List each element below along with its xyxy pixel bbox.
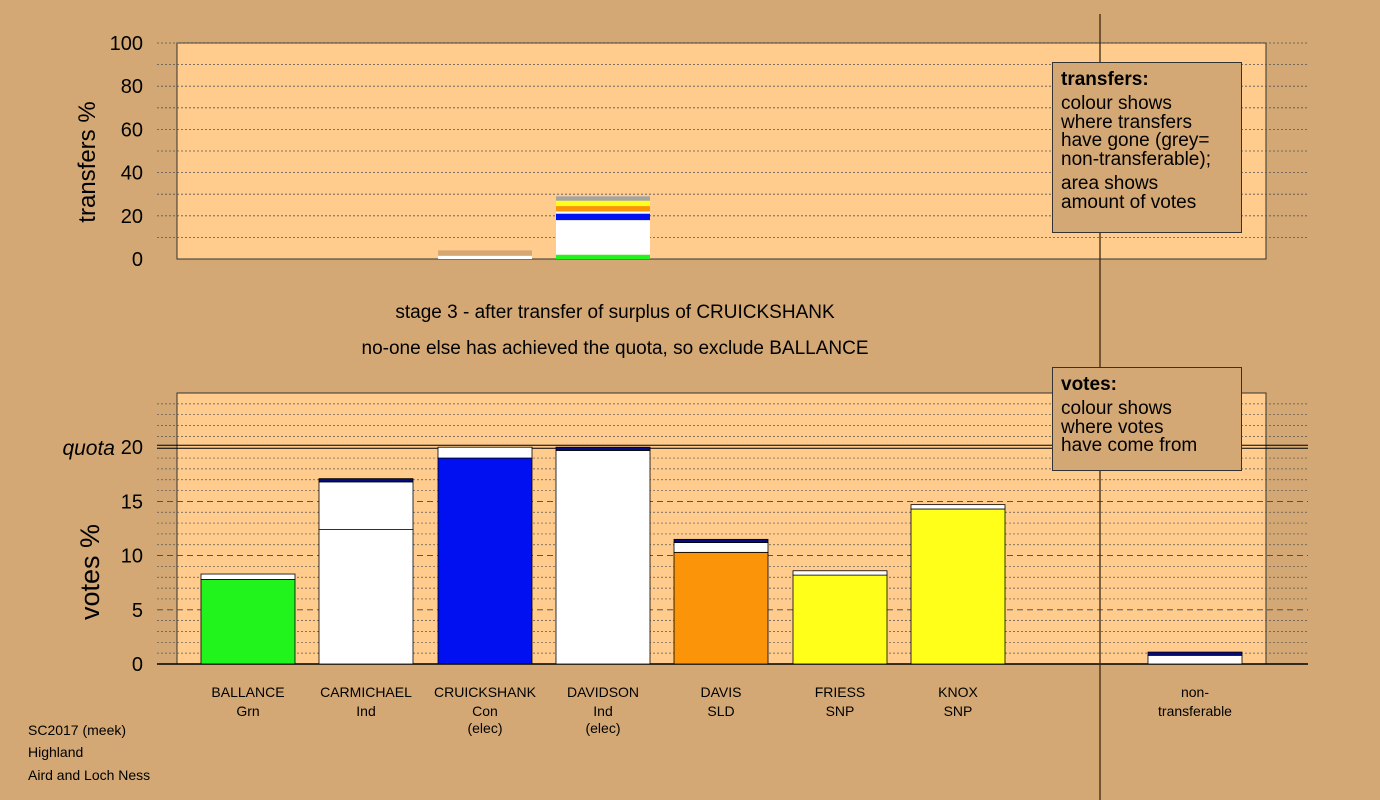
votes-y-tick-label: 5 (132, 600, 143, 622)
vote-bar-segment (200, 579, 296, 665)
votes-y-tick-label: 20 (121, 437, 143, 459)
vote-bar-segment (792, 574, 888, 665)
vote-bar-segment (318, 529, 414, 665)
candidate-name-label: CRUICKSHANK (434, 684, 537, 700)
transfers-y-tick-label: 60 (121, 119, 143, 141)
transfer-bar-segment (556, 213, 650, 221)
vote-bar-segment (200, 573, 296, 580)
transfers-legend-line: amount of votes (1061, 191, 1197, 213)
vote-bar-segment (910, 504, 1006, 510)
candidate-name-label: CARMICHAEL (320, 684, 412, 700)
vote-bar-segment (437, 457, 533, 665)
candidate-status-label: (elec) (585, 720, 620, 736)
footer-council: Highland (28, 744, 84, 760)
vote-bar-segment (673, 538, 769, 543)
votes-y-tick-label: 15 (121, 491, 143, 513)
stage-subtitle: no-one else has achieved the quota, so e… (362, 338, 869, 359)
candidate-name-label: BALLANCE (211, 684, 284, 700)
candidate-party-label: Ind (356, 703, 375, 719)
transfers-y-tick-label: 0 (132, 249, 143, 271)
transfers-legend-line: non-transferable); (1061, 148, 1211, 170)
vote-bar-segment (673, 542, 769, 553)
vote-bar-segment (437, 446, 533, 459)
vote-bar-segment (673, 551, 769, 665)
transfers-y-axis-label: transfers % (74, 101, 101, 222)
transfer-bar-segment (556, 196, 650, 201)
candidate-party-label: Con (472, 703, 498, 719)
transfer-bar-segment (556, 254, 650, 259)
transfers-legend-line: area shows (1061, 173, 1159, 194)
transfer-bar-segment (556, 220, 650, 255)
transfers-legend: transfers: colour shows where transfers … (1052, 62, 1242, 233)
votes-legend: votes: colour shows where votes have com… (1052, 367, 1242, 471)
nontransferable-bar-segment (1147, 654, 1243, 665)
transfer-bar-segment (556, 200, 650, 207)
candidate-name-label: KNOX (938, 684, 978, 700)
candidate-party-label: Grn (236, 703, 259, 719)
transfers-legend-line: colour shows (1061, 93, 1172, 114)
nontransferable-bar-segment (1147, 651, 1243, 656)
candidate-party-label: SNP (944, 703, 973, 719)
nontransferable-label: non- (1181, 684, 1209, 700)
vote-bar-segment (318, 481, 414, 530)
stage-title: stage 3 - after transfer of surplus of C… (395, 302, 835, 323)
candidate-party-label: Ind (593, 703, 612, 719)
transfers-y-tick-label: 80 (121, 76, 143, 98)
nontransferable-label: transferable (1158, 703, 1232, 719)
vote-bar-segment (555, 450, 651, 665)
votes-y-tick-label: 10 (121, 546, 143, 568)
votes-legend-line: where votes (1061, 416, 1164, 438)
candidate-party-label: SNP (826, 703, 855, 719)
footer-ward: Aird and Loch Ness (28, 767, 151, 783)
votes-y-axis-label: votes % (75, 524, 105, 620)
votes-y-tick-label: 0 (132, 654, 143, 676)
transfers-y-tick-label: 40 (121, 163, 143, 185)
transfers-y-tick-label: 100 (110, 33, 143, 55)
vote-bar-segment (792, 570, 888, 576)
transfers-legend-line: where transfers (1061, 111, 1192, 133)
candidate-name-label: DAVIDSON (567, 684, 639, 700)
vote-bar-segment (318, 478, 414, 483)
vote-bar-segment (555, 446, 651, 451)
vote-bar-segment (910, 508, 1006, 665)
transfer-bar-segment (438, 250, 532, 256)
transfers-y-tick-label: 20 (121, 206, 143, 228)
candidate-name-label: FRIESS (815, 684, 866, 700)
candidate-party-label: SLD (707, 703, 734, 719)
candidate-status-label: (elec) (467, 720, 502, 736)
votes-legend-line: colour shows (1061, 398, 1172, 419)
transfer-bar-segment (556, 206, 650, 212)
votes-legend-line: have come from (1061, 435, 1198, 456)
transfers-legend-line: have gone (grey= (1061, 130, 1210, 151)
candidate-name-label: DAVIS (701, 684, 742, 700)
transfer-bar-segment (556, 211, 650, 214)
transfers-legend-title: transfers: (1061, 69, 1149, 90)
footer-election: SC2017 (meek) (28, 722, 127, 738)
transfer-bar-segment (438, 255, 532, 259)
votes-legend-title: votes: (1061, 374, 1117, 395)
quota-label: quota (62, 437, 115, 460)
